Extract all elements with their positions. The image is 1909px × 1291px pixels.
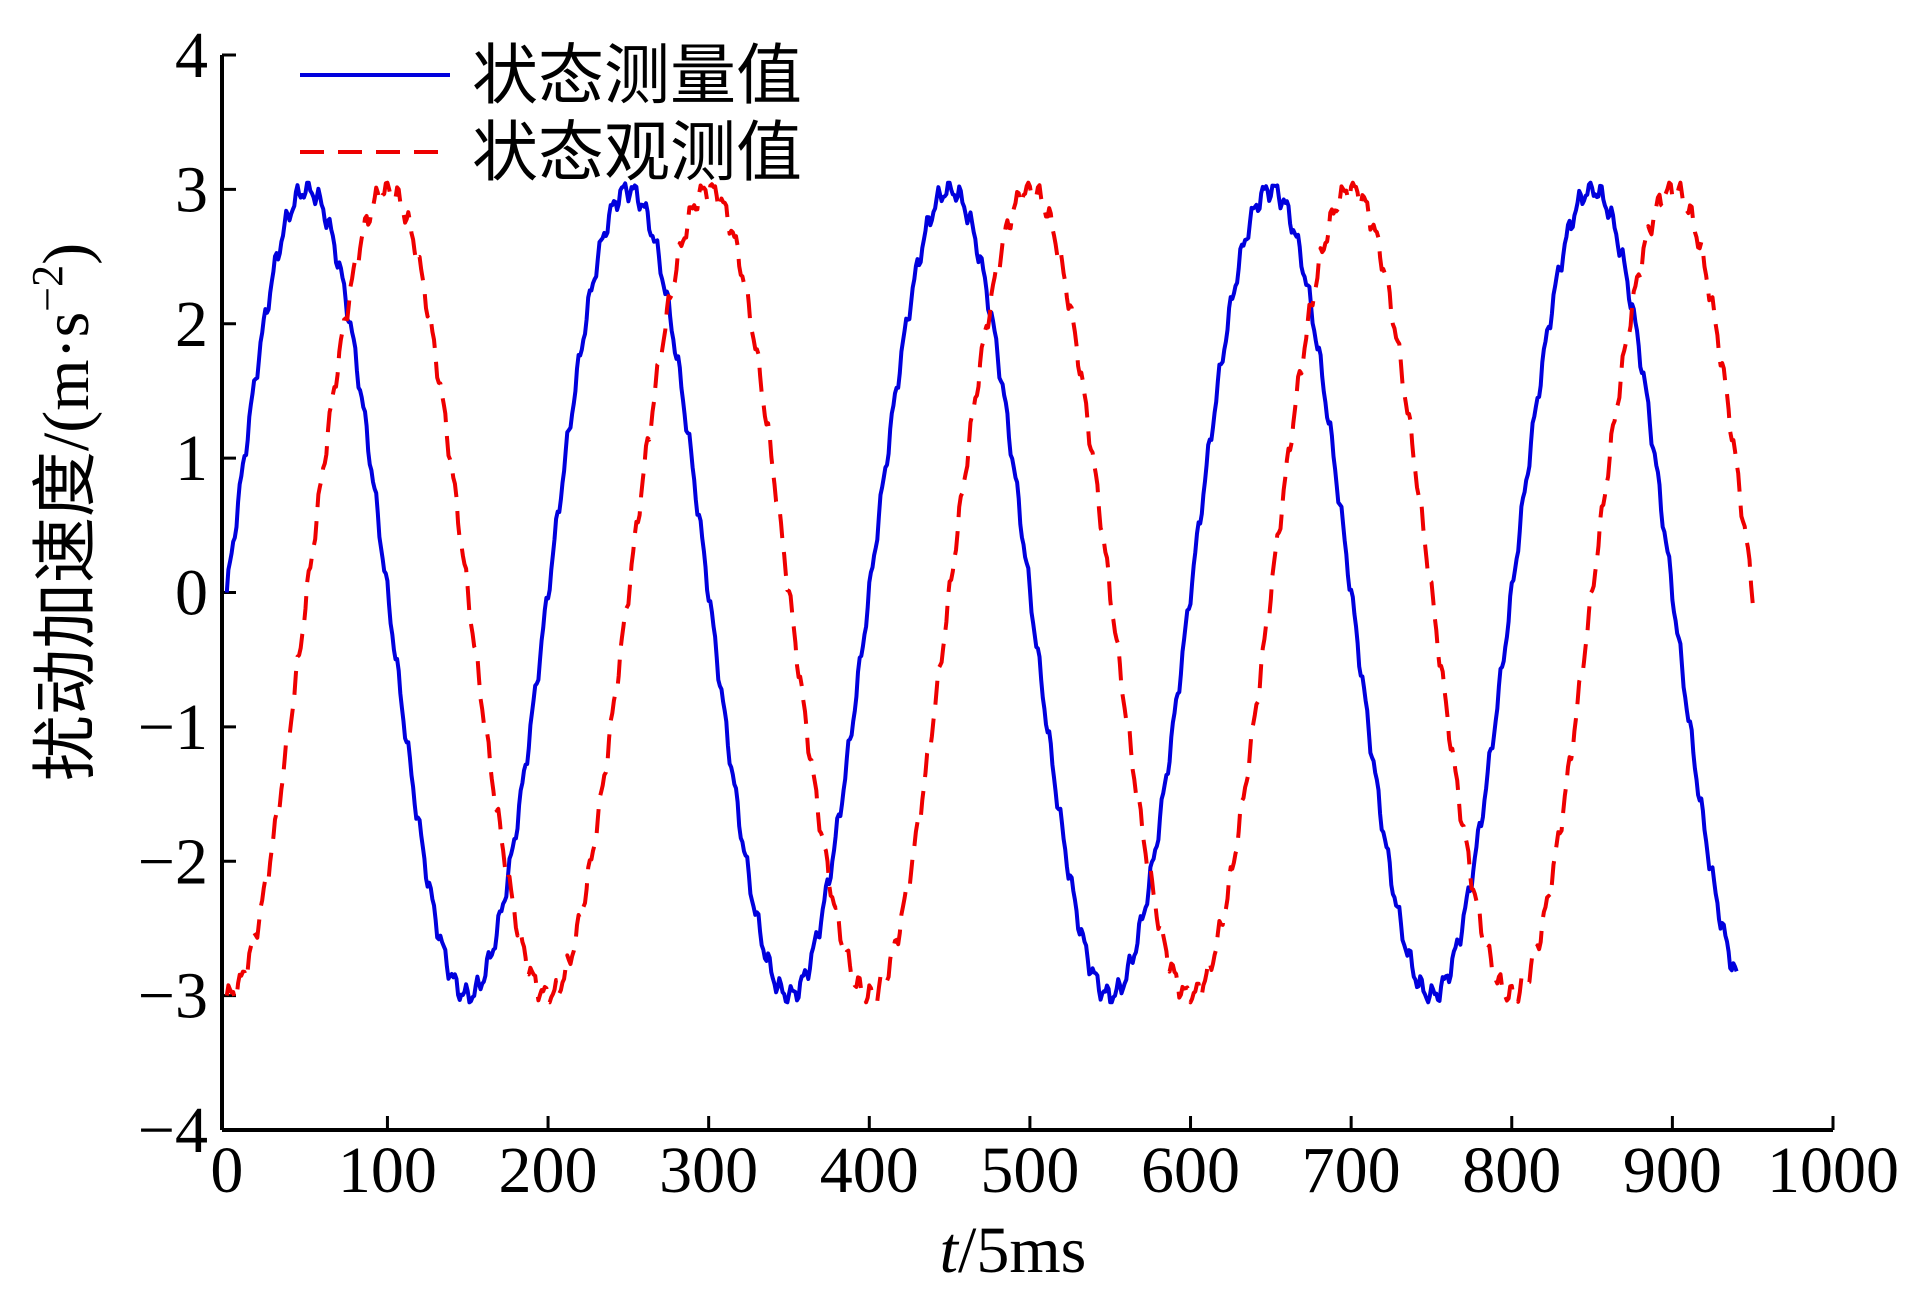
- y-tick-label: 0: [175, 557, 208, 630]
- x-tick-label: 100: [338, 1134, 437, 1207]
- x-axis-title-unit: /5ms: [958, 1214, 1086, 1287]
- x-tick-label: 700: [1302, 1134, 1401, 1207]
- x-axis-title-italic: t: [940, 1214, 960, 1287]
- y-tick-label: 1: [175, 422, 208, 495]
- series-line-observed: [224, 180, 1755, 1005]
- y-axis-title-close: ): [30, 243, 103, 265]
- y-tick-label: −2: [138, 825, 208, 898]
- legend-label-measured: 状态测量值: [472, 40, 802, 113]
- series-line-measured: [224, 180, 1739, 1005]
- x-tick-label: 600: [1141, 1134, 1240, 1207]
- y-tick-label: −3: [138, 960, 208, 1033]
- y-tick-label: 2: [175, 288, 208, 361]
- y-ticks: 4 3 2 1 0 −1 −2 −3 −4: [138, 19, 236, 1167]
- x-ticks: 0 100 200 300 400 500 600 700 800 900 1000: [210, 1116, 1899, 1207]
- y-tick-label: 4: [175, 19, 208, 92]
- x-tick-label: 800: [1462, 1134, 1561, 1207]
- y-tick-label: −1: [138, 691, 208, 764]
- x-tick-label: 1000: [1767, 1134, 1899, 1207]
- x-tick-label: 300: [659, 1134, 758, 1207]
- y-axis-title-sup: −2: [23, 265, 72, 312]
- y-tick-label: −4: [138, 1094, 208, 1167]
- x-tick-label: 500: [980, 1134, 1079, 1207]
- plot-area: 0 100 200 300 400 500 600 700 800 900 1000 4 3 2 1 0 −1…: [138, 19, 1899, 1207]
- x-axis-title: t/5ms: [940, 1214, 1087, 1287]
- x-tick-label: 900: [1623, 1134, 1722, 1207]
- x-tick-label: 400: [820, 1134, 919, 1207]
- x-tick-label: 200: [499, 1134, 598, 1207]
- series-group: [224, 180, 1755, 1005]
- y-axis-title: 扰动加速度/(m·s−2): [23, 243, 103, 781]
- legend: 状态测量值 状态观测值: [300, 40, 802, 190]
- x-tick-label: 0: [210, 1134, 243, 1207]
- legend-label-observed: 状态观测值: [472, 117, 802, 190]
- y-axis-title-main: 扰动加速度/(m·s: [30, 312, 103, 781]
- y-tick-label: 3: [175, 153, 208, 226]
